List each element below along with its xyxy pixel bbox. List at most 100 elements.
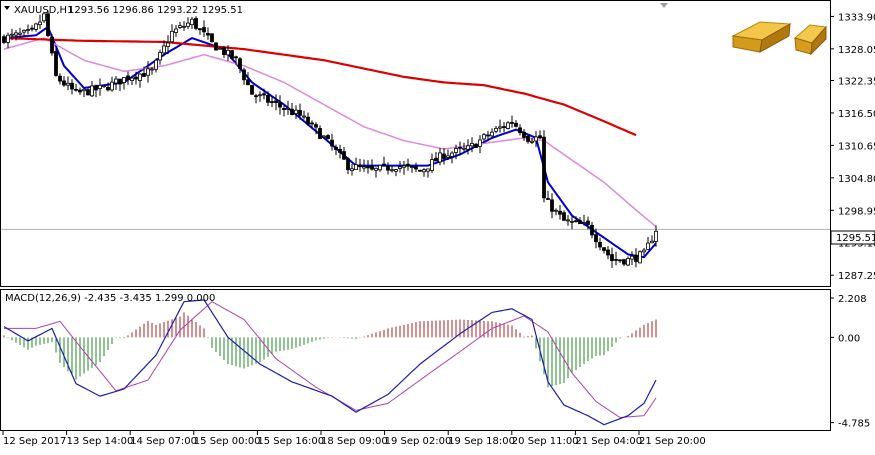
candle-body (178, 25, 182, 28)
candle-body (410, 166, 414, 169)
candle-body (258, 94, 262, 97)
candle-body (314, 124, 318, 128)
candle-body (354, 164, 358, 171)
candle-body (22, 29, 26, 33)
candle-body (10, 33, 14, 36)
candle-body (574, 220, 578, 223)
candle-body (46, 13, 50, 37)
candle-body (250, 84, 254, 95)
candle-body (206, 33, 210, 36)
candle-body (42, 13, 46, 22)
candle-body (454, 148, 458, 153)
candle-body (182, 25, 186, 28)
candle-body (450, 152, 454, 157)
candle-body (466, 145, 470, 150)
candle-body (202, 27, 206, 33)
candle-body (430, 159, 434, 171)
candle-body (306, 116, 310, 125)
macd-tick-label: 0.00 (838, 333, 860, 344)
candle-body (170, 30, 174, 43)
candle-body (418, 169, 422, 172)
candle-body (578, 220, 582, 225)
candle-body (566, 219, 570, 222)
candle-body (78, 89, 82, 93)
price-tick-label: 1287.25 (838, 271, 875, 282)
scroll-marker-icon[interactable] (660, 3, 668, 8)
candle-body (302, 115, 306, 118)
candle-body (126, 75, 130, 81)
time-tick-label: 21 Sep 04:00 (575, 436, 642, 447)
candle-body (602, 247, 606, 251)
candle-body (274, 100, 278, 103)
candle-body (538, 135, 542, 139)
candle-body (518, 127, 522, 134)
candle-body (270, 101, 274, 103)
candle-body (374, 167, 378, 171)
candle-body (310, 122, 314, 125)
ma-line-2 (3, 37, 637, 137)
candle-body (506, 122, 510, 129)
candle-body (318, 127, 322, 140)
candle-body (18, 32, 22, 35)
candle-body (426, 168, 430, 172)
triangle-down-icon[interactable] (4, 6, 10, 10)
candle-body (462, 147, 466, 150)
price-tick-label: 1304.80 (838, 174, 875, 185)
macd-header: MACD(12,26,9) -2.435 -3.435 1.299 0.000 (5, 293, 215, 304)
candle-body (290, 108, 294, 116)
candle-body (38, 21, 42, 26)
candle-body (74, 88, 78, 91)
candle-body (382, 163, 386, 166)
candle-body (358, 164, 362, 168)
candle-body (458, 147, 462, 149)
candle-body (618, 259, 622, 262)
candle-body (642, 249, 646, 253)
candle-body (278, 102, 282, 108)
time-tick-label: 19 Sep 18:00 (448, 436, 515, 447)
time-tick-label: 12 Sep 2017 (3, 436, 66, 447)
candle-body (86, 89, 90, 96)
time-tick-label: 18 Sep 09:00 (321, 436, 388, 447)
candle-body (554, 209, 558, 212)
candle-body (346, 158, 350, 171)
symbol-header[interactable]: XAUUSD,H1 1293.56 1296.86 1293.22 1295.5… (4, 5, 243, 16)
time-tick-label: 15 Sep 00:00 (194, 436, 261, 447)
price-tick-label: 1328.05 (838, 45, 875, 56)
candle-body (398, 166, 402, 169)
candle-body (350, 168, 354, 171)
time-tick-label: 13 Sep 14:00 (67, 436, 134, 447)
candle-body (482, 134, 486, 140)
candle-body (98, 84, 102, 90)
candle-body (510, 121, 514, 124)
candle-body (622, 259, 626, 265)
candle-body (234, 56, 238, 59)
candle-body (370, 165, 374, 170)
candle-body (142, 73, 146, 77)
candle-body (82, 88, 86, 92)
macd-lines (3, 299, 657, 426)
candle-body (598, 242, 602, 248)
symbol-label: XAUUSD,H1 (14, 5, 73, 16)
candle-body (438, 152, 442, 163)
candle-body (526, 135, 530, 142)
price-tick-label: 1316.50 (838, 109, 875, 120)
candle-body (414, 166, 418, 170)
time-tick-label: 20 Sep 11:00 (512, 436, 579, 447)
macd-axis: 2.208 0.00 -4.785 (830, 294, 870, 430)
ohlc-values: 1293.56 1296.86 1293.22 1295.51 (68, 5, 243, 16)
candle-body (14, 32, 18, 36)
candle-body (174, 28, 178, 33)
candle-body (254, 95, 258, 98)
macd-pane-frame[interactable] (0, 289, 831, 431)
candle-body (654, 230, 658, 242)
candle-body (194, 18, 198, 29)
candle-body (570, 220, 574, 223)
candle-body (34, 23, 38, 30)
candle-body (238, 58, 242, 69)
candle-body (402, 165, 406, 168)
candle-body (446, 155, 450, 158)
candle-body (550, 199, 554, 212)
price-tick-label: 1310.65 (838, 141, 875, 152)
